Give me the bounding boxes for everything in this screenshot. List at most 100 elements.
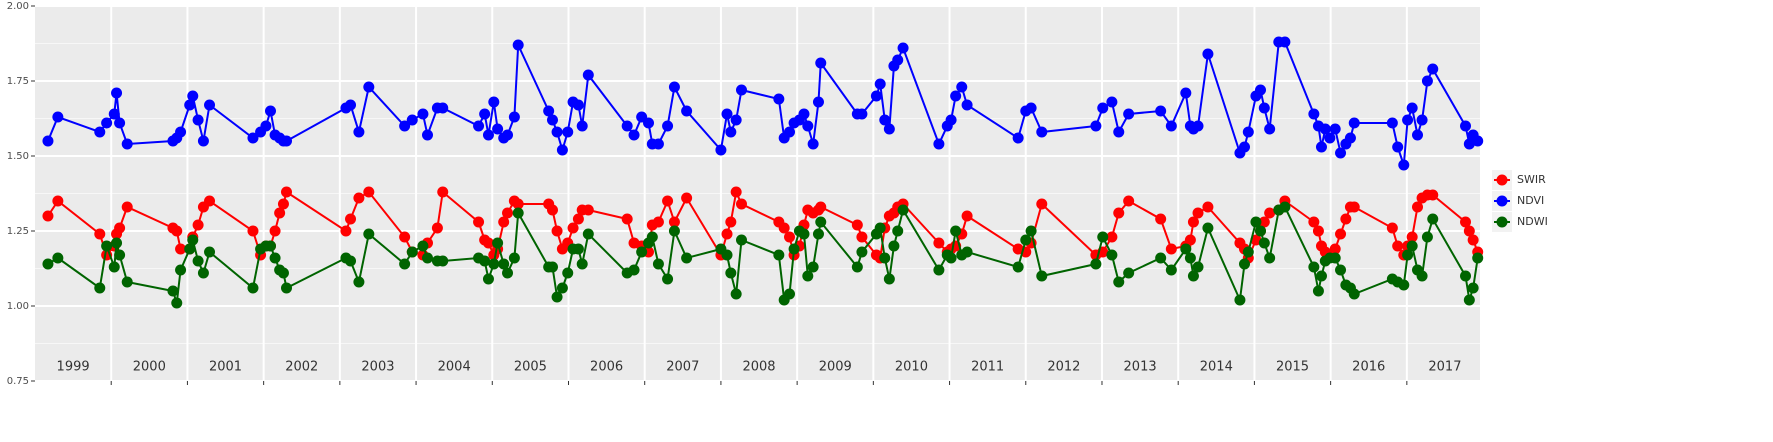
point (508, 252, 520, 264)
year-label: 1999 (57, 360, 90, 375)
point (1460, 216, 1472, 228)
point (1123, 267, 1135, 279)
y-tick-label: 1.50 (7, 151, 29, 162)
point (730, 186, 742, 198)
point (1192, 120, 1204, 132)
point (437, 255, 449, 267)
point (101, 240, 113, 252)
point (1180, 243, 1192, 255)
point (1106, 231, 1118, 243)
point (721, 249, 733, 261)
point (551, 225, 563, 237)
point (121, 201, 133, 213)
point (788, 243, 800, 255)
legend-point (1496, 174, 1508, 186)
point (582, 204, 594, 216)
point (1460, 120, 1472, 132)
point (546, 261, 558, 273)
point (94, 126, 106, 138)
point (883, 123, 895, 135)
point (417, 108, 429, 120)
point (628, 264, 640, 276)
point (802, 270, 814, 282)
point (184, 243, 196, 255)
point (52, 195, 64, 207)
point (582, 69, 594, 81)
point (546, 204, 558, 216)
point (1097, 231, 1109, 243)
point (508, 111, 520, 123)
point (204, 99, 216, 111)
point (264, 105, 276, 117)
point (1386, 222, 1398, 234)
point (406, 246, 418, 258)
point (784, 126, 796, 138)
point (204, 195, 216, 207)
point (652, 138, 664, 150)
point (1427, 63, 1439, 75)
point (1279, 201, 1291, 213)
point (1463, 138, 1475, 150)
point (543, 105, 555, 117)
point (1165, 243, 1177, 255)
point (815, 216, 827, 228)
year-label: 2010 (895, 360, 928, 375)
point (277, 267, 289, 279)
point (730, 288, 742, 300)
point (1106, 96, 1118, 108)
legend-label: NDVI (1517, 194, 1544, 207)
point (1402, 249, 1414, 261)
year-label: 2007 (666, 360, 699, 375)
point (1165, 120, 1177, 132)
point (121, 138, 133, 150)
year-label: 2017 (1428, 360, 1461, 375)
point (417, 240, 429, 252)
point (498, 216, 510, 228)
point (184, 99, 196, 111)
point (482, 237, 494, 249)
point (363, 186, 375, 198)
point (1279, 36, 1291, 48)
point (1239, 258, 1251, 270)
point (473, 216, 485, 228)
point (1113, 276, 1125, 288)
point (1412, 129, 1424, 141)
point (114, 249, 126, 261)
point (52, 111, 64, 123)
point (933, 237, 945, 249)
point (421, 252, 433, 264)
point (1308, 108, 1320, 120)
point (888, 240, 900, 252)
point (247, 132, 259, 144)
point (353, 126, 365, 138)
point (784, 231, 796, 243)
point (773, 93, 785, 105)
point (1123, 195, 1135, 207)
point (812, 228, 824, 240)
point (431, 222, 443, 234)
point (1036, 198, 1048, 210)
point (1392, 240, 1404, 252)
point (108, 261, 120, 273)
point (1184, 252, 1196, 264)
point (879, 252, 891, 264)
point (1312, 285, 1324, 297)
point (1402, 114, 1414, 126)
point (572, 243, 584, 255)
y-tick-label: 1.25 (7, 226, 29, 237)
point (1406, 102, 1418, 114)
point (492, 123, 504, 135)
point (652, 258, 664, 270)
point (345, 255, 357, 267)
point (643, 117, 655, 129)
year-label: 2014 (1200, 360, 1233, 375)
point (1155, 213, 1167, 225)
point (1312, 225, 1324, 237)
point (1348, 288, 1360, 300)
point (1106, 249, 1118, 261)
point (950, 225, 962, 237)
point (171, 225, 183, 237)
point (277, 198, 289, 210)
point (1348, 117, 1360, 129)
point (1348, 201, 1360, 213)
